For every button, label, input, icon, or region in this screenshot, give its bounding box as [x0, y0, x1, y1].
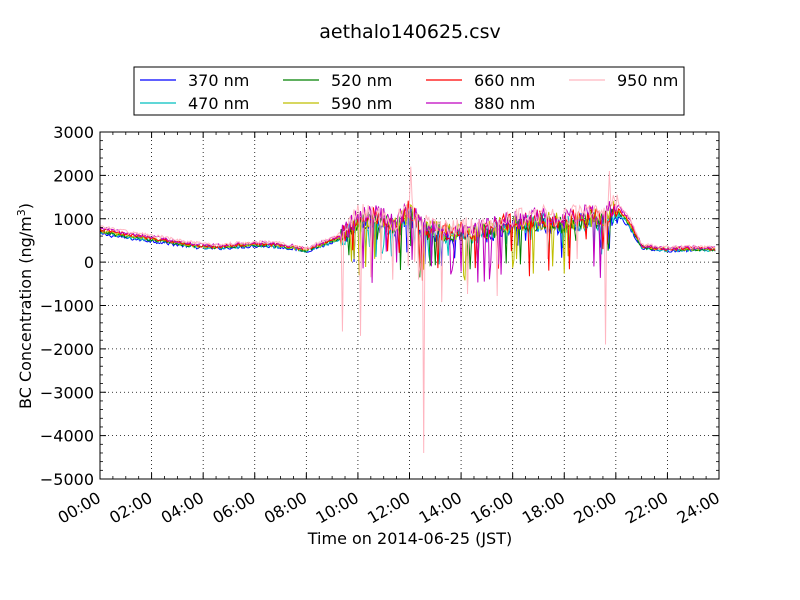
y-tick-label: −4000 [40, 427, 94, 446]
y-tick-label: −3000 [40, 383, 94, 402]
y-tick-label: −1000 [40, 297, 94, 316]
y-tick-label: 3000 [53, 123, 94, 142]
y-tick-label: −5000 [40, 470, 94, 489]
y-axis-label-superscript: 3 [15, 209, 28, 216]
legend-box [133, 66, 685, 116]
legend-entry-label: 660 nm [474, 71, 535, 90]
x-axis-label: Time on 2014-06-25 (JST) [307, 529, 512, 548]
y-tick-labels: 3000 2000 1000 0 −1000 −2000 −3000 −4000 −5000 [40, 123, 94, 489]
y-tick-label: 1000 [53, 210, 94, 229]
y-axis-label-close: ) [16, 203, 35, 209]
legend-entry-label: 520 nm [331, 71, 392, 90]
y-tick-label: 2000 [53, 166, 94, 185]
series-line-950nm [100, 166, 716, 453]
y-axis-label-main: BC Concentration (ng/m [16, 216, 35, 409]
series-line-660nm [100, 200, 716, 281]
legend-entry-label: 590 nm [331, 94, 392, 113]
y-tick-label: −2000 [40, 340, 94, 359]
plot-area [100, 166, 716, 453]
ticks [99, 131, 720, 480]
legend-entry-label: 470 nm [188, 94, 249, 113]
legend-entry-label: 950 nm [617, 71, 678, 90]
legend: 370 nm 470 nm 520 nm 590 nm 660 nm 880 nm 950 … [133, 66, 685, 116]
chart-title: aethalo140625.csv [319, 21, 501, 43]
y-tick-label: 0 [84, 253, 94, 272]
legend-entry-label: 880 nm [474, 94, 535, 113]
legend-entry-label: 370 nm [188, 71, 249, 90]
y-axis-label: BC Concentration (ng/m3) [15, 203, 35, 409]
